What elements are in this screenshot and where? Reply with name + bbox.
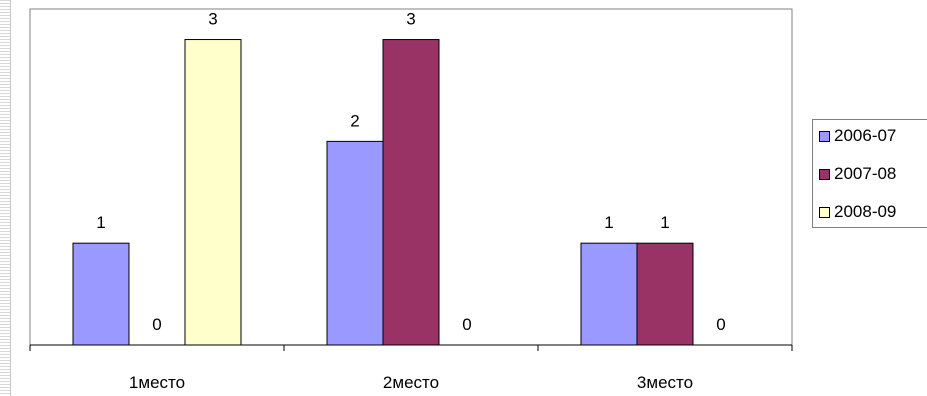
legend-label-series-2: 2007-08 <box>834 164 897 183</box>
legend-swatch-series-2 <box>819 168 830 180</box>
legend: 2006-07 2007-08 2008-09 <box>812 119 927 228</box>
bar-3-series-2 <box>636 242 694 346</box>
data-label-1-series-2: 0 <box>152 315 161 334</box>
bar-2-series-2 <box>382 39 440 346</box>
x-tick-label-3: 3место <box>637 373 693 392</box>
bar-1-series-3 <box>184 39 242 346</box>
data-label-3-series-1: 1 <box>604 213 613 232</box>
data-label-3-series-2: 1 <box>660 213 669 232</box>
legend-item-series-2: 2007-08 <box>819 163 896 185</box>
data-label-1-series-3: 3 <box>208 10 217 29</box>
bars-layer <box>72 39 694 346</box>
left-margin-rule <box>0 0 11 396</box>
x-tick-label-1: 1место <box>129 373 185 392</box>
data-label-1-series-1: 1 <box>96 213 105 232</box>
data-label-2-series-2: 3 <box>406 10 415 29</box>
data-label-2-series-3: 0 <box>462 315 471 334</box>
legend-label-series-1: 2006-07 <box>834 126 897 145</box>
x-axis: 1место 2место 3место <box>29 344 793 392</box>
data-label-3-series-3: 0 <box>716 315 725 334</box>
legend-swatch-series-3 <box>819 206 830 218</box>
x-tick-label-2: 2место <box>383 373 439 392</box>
legend-label-series-3: 2008-09 <box>834 202 897 221</box>
legend-item-series-3: 2008-09 <box>819 201 896 223</box>
bar-1-series-1 <box>72 242 130 346</box>
bar-2-series-1 <box>326 140 384 346</box>
data-labels-layer: 1 0 3 2 3 0 1 1 0 <box>96 10 725 334</box>
legend-item-series-1: 2006-07 <box>819 125 896 147</box>
legend-swatch-series-1 <box>819 130 830 142</box>
data-label-2-series-1: 2 <box>350 111 359 130</box>
bar-3-series-1 <box>580 242 638 346</box>
